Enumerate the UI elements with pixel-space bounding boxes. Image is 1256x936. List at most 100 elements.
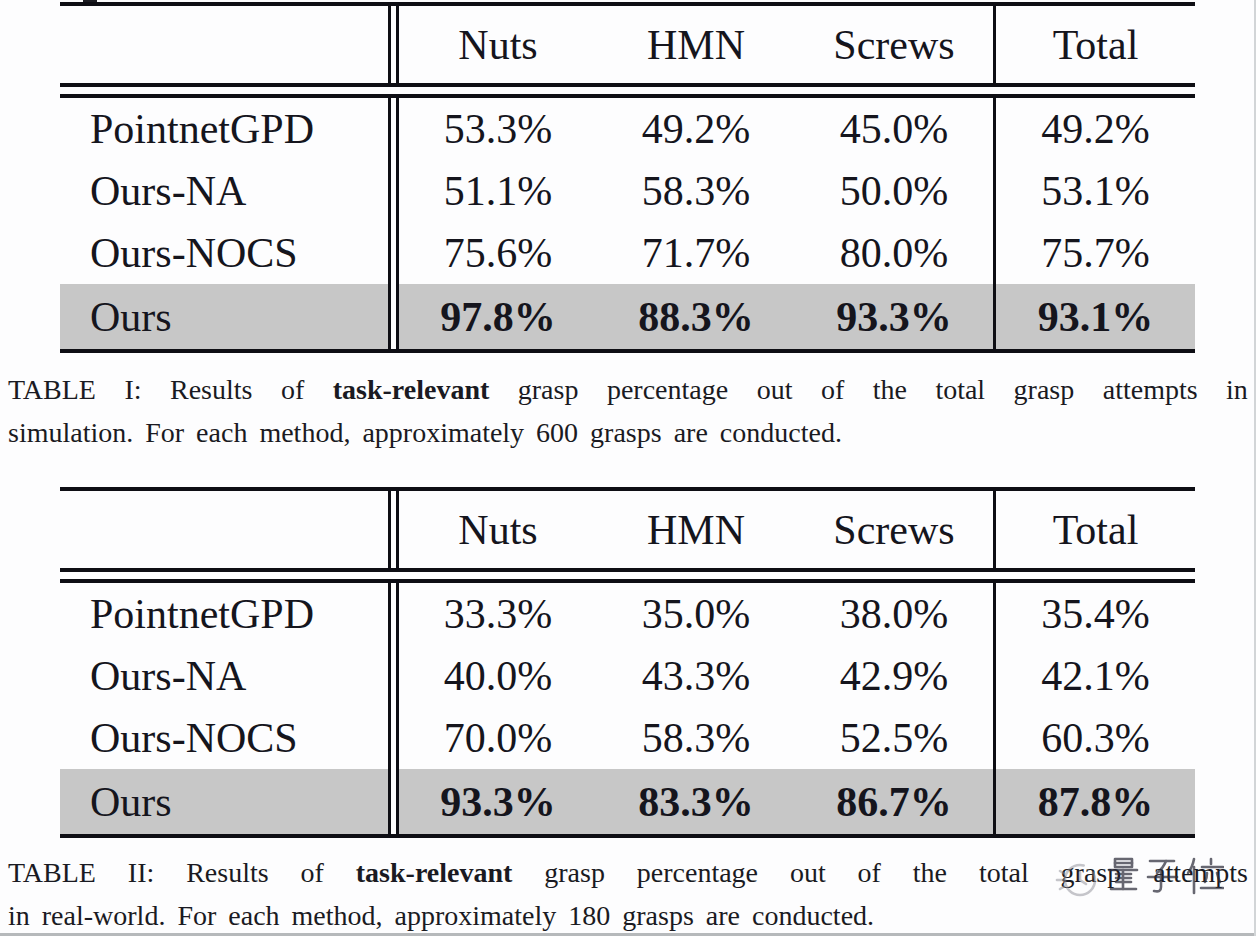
caption-word: percentage (607, 368, 728, 411)
header-empty-cell (60, 491, 388, 568)
value-cell-total: 49.2% (996, 98, 1195, 160)
caption-word: of (821, 368, 844, 411)
row-label: Ours-NA (60, 645, 388, 707)
column-header: HMN (597, 491, 795, 568)
caption-word: of (281, 368, 304, 411)
double-vertical-rule (388, 222, 399, 284)
table1-caption: TABLE I: Results of task-relevant grasp percen… (8, 368, 1248, 454)
row-label: Ours-NA (60, 160, 388, 222)
value-cell: 45.0% (795, 98, 993, 160)
double-vertical-rule (388, 98, 399, 160)
double-horizontal-rule (60, 83, 1195, 98)
value-cell: 97.8% (399, 284, 597, 349)
value-cell: 58.3% (597, 160, 795, 222)
caption-word: of (301, 851, 324, 894)
caption-word: grasp (1014, 368, 1075, 411)
value-cell: 80.0% (795, 222, 993, 284)
double-vertical-rule (388, 6, 399, 83)
double-horizontal-rule (60, 568, 1195, 583)
table2-caption-line1: TABLE II: Results of task-relevant grasp perce… (8, 851, 1248, 894)
value-cell-total: 87.8% (996, 769, 1195, 834)
caption-word: I: (124, 368, 141, 411)
value-cell: 51.1% (399, 160, 597, 222)
caption-word: Results (170, 368, 252, 411)
value-cell-total: 60.3% (996, 707, 1195, 769)
value-cell: 58.3% (597, 707, 795, 769)
double-vertical-rule (388, 769, 399, 834)
table1-caption-line1: TABLE I: Results of task-relevant grasp percen… (8, 368, 1248, 411)
table-row: Ours-NA51.1%58.3%50.0%53.1% (60, 160, 1195, 222)
row-label: PointnetGPD (60, 583, 388, 645)
caption-word: grasp (518, 368, 579, 411)
caption-word: in (1226, 368, 1248, 411)
column-header: HMN (597, 6, 795, 83)
caption-word: attempts (1103, 368, 1198, 411)
value-cell: 93.3% (795, 284, 993, 349)
table-row: Ours-NOCS75.6%71.7%80.0%75.7% (60, 222, 1195, 284)
caption-word: out (757, 368, 793, 411)
value-cell-total: 53.1% (996, 160, 1195, 222)
table-header-row: NutsHMNScrewsTotal (60, 6, 1195, 83)
value-cell: 93.3% (399, 769, 597, 834)
caption-word: TABLE (8, 368, 96, 411)
results-table-simulation: NutsHMNScrewsTotalPointnetGPD53.3%49.2%4… (60, 2, 1195, 353)
column-header: Nuts (399, 6, 597, 83)
value-cell: 88.3% (597, 284, 795, 349)
double-vertical-rule (388, 160, 399, 222)
double-vertical-rule (388, 284, 399, 349)
value-cell-total: 35.4% (996, 583, 1195, 645)
table-row: Ours93.3%83.3%86.7%87.8% (60, 769, 1195, 834)
caption-word: TABLE (8, 851, 96, 894)
value-cell: 86.7% (795, 769, 993, 834)
caption-word: grasp (1061, 851, 1122, 894)
value-cell-total: 93.1% (996, 284, 1195, 349)
caption-word: percentage (637, 851, 758, 894)
caption-word: the (913, 851, 947, 894)
caption-word: the (873, 368, 907, 411)
row-label: Ours-NOCS (60, 707, 388, 769)
value-cell: 35.0% (597, 583, 795, 645)
table-row: PointnetGPD33.3%35.0%38.0%35.4% (60, 583, 1195, 645)
row-label: Ours-NOCS (60, 222, 388, 284)
table-row: PointnetGPD53.3%49.2%45.0%49.2% (60, 98, 1195, 160)
column-header-total: Total (996, 491, 1195, 568)
value-cell: 70.0% (399, 707, 597, 769)
column-header-total: Total (996, 6, 1195, 83)
caption-word: task-relevant (356, 851, 513, 894)
value-cell: 83.3% (597, 769, 795, 834)
results-table-realworld: NutsHMNScrewsTotalPointnetGPD33.3%35.0%3… (60, 487, 1195, 838)
value-cell: 71.7% (597, 222, 795, 284)
caption-word: out (790, 851, 826, 894)
caption-word: total (935, 368, 985, 411)
caption-word: total (979, 851, 1029, 894)
double-vertical-rule (388, 491, 399, 568)
caption-word: task-relevant (333, 368, 490, 411)
table2-caption: TABLE II: Results of task-relevant grasp perce… (8, 851, 1248, 936)
value-cell: 50.0% (795, 160, 993, 222)
double-vertical-rule (388, 645, 399, 707)
row-label: Ours (60, 284, 388, 349)
row-label: Ours (60, 769, 388, 834)
value-cell: 49.2% (597, 98, 795, 160)
value-cell: 38.0% (795, 583, 993, 645)
value-cell: 52.5% (795, 707, 993, 769)
value-cell-total: 75.7% (996, 222, 1195, 284)
value-cell: 75.6% (399, 222, 597, 284)
table1-caption-line2: simulation. For each method, approximate… (8, 411, 1248, 454)
value-cell: 53.3% (399, 98, 597, 160)
caption-word: grasp (544, 851, 605, 894)
column-header: Screws (795, 6, 993, 83)
caption-word: II: (128, 851, 154, 894)
value-cell: 42.9% (795, 645, 993, 707)
row-label: PointnetGPD (60, 98, 388, 160)
value-cell: 40.0% (399, 645, 597, 707)
value-cell: 33.3% (399, 583, 597, 645)
caption-word: Results (186, 851, 268, 894)
double-vertical-rule (388, 583, 399, 645)
value-cell: 43.3% (597, 645, 795, 707)
header-empty-cell (60, 6, 388, 83)
column-header: Screws (795, 491, 993, 568)
table2-caption-line2: in real-world. For each method, approxim… (8, 894, 1248, 936)
double-vertical-rule (388, 707, 399, 769)
table-row: Ours-NA40.0%43.3%42.9%42.1% (60, 645, 1195, 707)
